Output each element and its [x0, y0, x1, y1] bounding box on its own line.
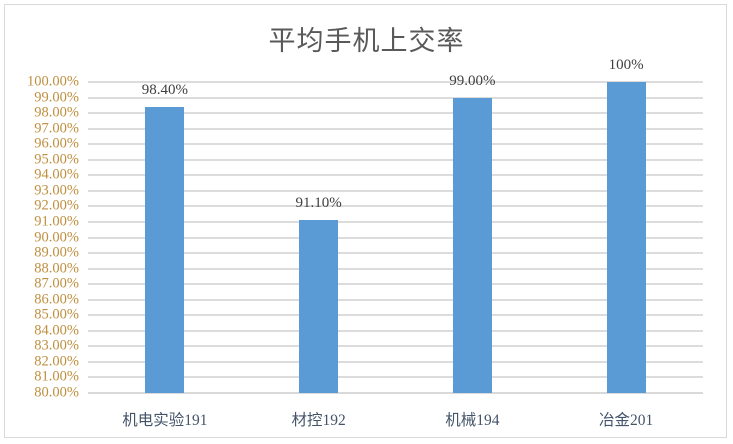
gridline — [88, 236, 703, 239]
y-axis-tick-label: 88.00% — [34, 260, 79, 277]
bar-data-label: 91.10% — [295, 195, 342, 212]
y-axis-tick-label: 95.00% — [34, 151, 79, 168]
gridline — [88, 143, 703, 146]
y-axis-tick-label: 99.00% — [34, 89, 79, 106]
y-axis-tick-label: 86.00% — [34, 291, 79, 308]
y-axis-tick-label: 96.00% — [34, 135, 79, 152]
y-axis-tick-label: 98.00% — [34, 104, 79, 121]
gridline — [88, 205, 703, 208]
bar[interactable] — [606, 82, 646, 393]
bar[interactable] — [145, 106, 185, 393]
y-axis-tick-label: 87.00% — [34, 275, 79, 292]
y-axis-tick-label: 91.00% — [34, 213, 79, 230]
y-axis-tick-label: 94.00% — [34, 166, 79, 183]
gridline — [88, 158, 703, 161]
gridline — [88, 112, 703, 115]
gridline — [88, 298, 703, 301]
gridline — [88, 127, 703, 130]
y-axis-tick-label: 82.00% — [34, 353, 79, 370]
x-axis-tick-label: 机电实验191 — [122, 412, 208, 429]
bar[interactable] — [299, 220, 339, 393]
y-axis-tick-label: 89.00% — [34, 244, 79, 261]
gridline — [88, 189, 703, 192]
y-axis-tick-label: 100.00% — [27, 73, 79, 90]
gridline — [88, 314, 703, 317]
y-axis-tick-label: 80.00% — [34, 384, 79, 401]
gridline — [88, 220, 703, 223]
gridline — [88, 329, 703, 332]
bar-data-label: 98.40% — [141, 81, 188, 98]
bar[interactable] — [452, 97, 492, 393]
chart-container[interactable]: 平均手机上交率 100.00% 99.00% 98.00% 97.00% 96.00% 9… — [4, 4, 727, 438]
plot-area: 100.00% 99.00% 98.00% 97.00% 96.00% 95.00% 94.… — [27, 57, 703, 429]
chart-title: 平均手机上交率 — [268, 26, 465, 56]
x-axis-tick-label: 材控192 — [291, 412, 346, 429]
gridline — [88, 376, 703, 379]
gridline — [88, 283, 703, 286]
x-axis-tick-label: 冶金201 — [598, 412, 654, 429]
y-axis-tick-label: 83.00% — [34, 337, 79, 354]
gridline — [88, 174, 703, 177]
y-axis-tick-label: 85.00% — [34, 306, 79, 323]
bar-data-label: 99.00% — [449, 72, 496, 89]
gridline — [88, 252, 703, 255]
bar-data-label: 100% — [608, 57, 644, 73]
gridline — [88, 81, 703, 83]
y-axis-tick-label: 93.00% — [34, 182, 79, 199]
y-axis-tick-label: 92.00% — [34, 197, 79, 214]
y-axis-tick-label: 90.00% — [34, 229, 79, 245]
gridline — [88, 267, 703, 270]
gridline — [88, 360, 703, 363]
gridline — [88, 96, 703, 99]
y-axis-tick-label: 97.00% — [34, 120, 79, 137]
x-axis-tick-label: 机械194 — [445, 412, 500, 429]
gridline — [88, 392, 703, 394]
y-axis-tick-label: 84.00% — [34, 322, 79, 339]
y-axis-tick-label: 81.00% — [34, 368, 79, 385]
gridline — [88, 345, 703, 348]
